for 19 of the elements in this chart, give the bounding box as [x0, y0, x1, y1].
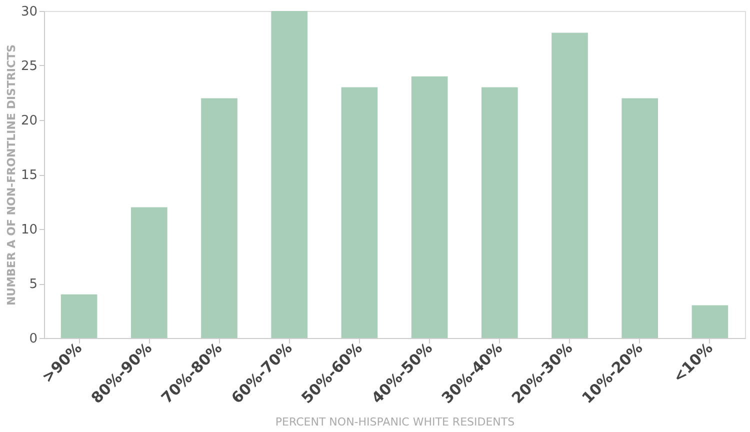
bar	[481, 87, 518, 338]
bar	[130, 207, 168, 338]
y-tick-label: 0	[29, 332, 38, 346]
bar	[692, 305, 728, 338]
bar	[622, 98, 658, 338]
x-axis-title: PERCENT NON-HISPANIC WHITE RESIDENTS	[275, 415, 515, 428]
bar	[201, 98, 238, 338]
y-axis-title: NUMBER A OF NON-FRONTLINE DISTRICTS	[4, 44, 18, 306]
bar	[60, 294, 98, 338]
y-tick-label: 30	[20, 4, 38, 20]
y-tick-label: 25	[20, 59, 38, 74]
y-tick-label: 5	[29, 277, 38, 292]
bar	[552, 32, 588, 338]
y-tick-label: 10	[20, 222, 38, 238]
bar	[271, 11, 308, 338]
y-tick-label: 15	[20, 168, 38, 183]
y-tick-label: 20	[20, 114, 38, 128]
bar	[411, 76, 448, 338]
bar	[341, 87, 378, 338]
